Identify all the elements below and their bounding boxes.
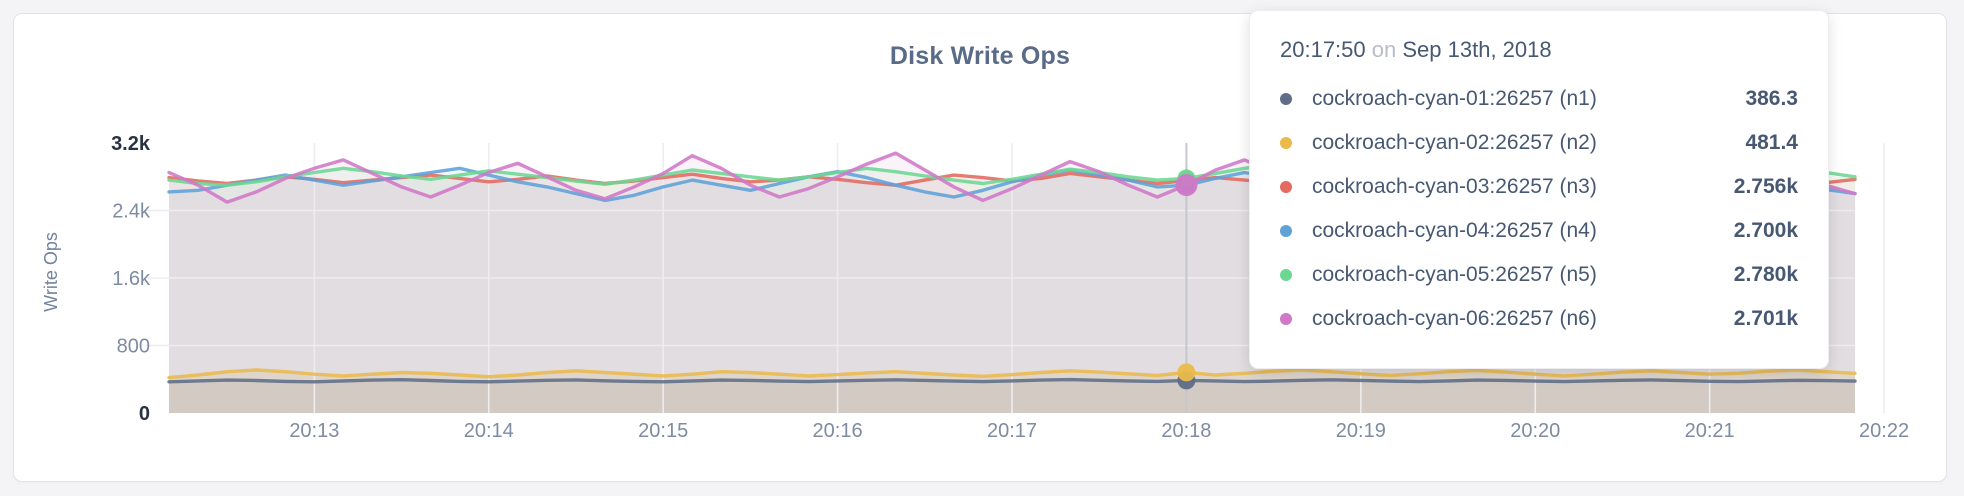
series-value: 2.780k xyxy=(1733,263,1798,286)
series-color-dot xyxy=(1280,137,1292,149)
tooltip-header: 20:17:50 on Sep 13th, 2018 xyxy=(1280,35,1798,65)
svg-text:20:21: 20:21 xyxy=(1685,420,1735,442)
y-axis-label: Write Ops xyxy=(41,232,61,312)
chart-title: Disk Write Ops xyxy=(889,42,1071,70)
y-axis-tick-labels: 0 800 1.6k 2.4k 3.2k xyxy=(111,133,151,425)
svg-text:3.2k: 3.2k xyxy=(111,133,151,155)
series-name: cockroach-cyan-04:26257 (n4) xyxy=(1312,219,1597,242)
hover-dots xyxy=(1175,169,1198,390)
series-value: 2.701k xyxy=(1733,307,1798,330)
tooltip-on-word: on xyxy=(1371,37,1397,62)
series-color-dot xyxy=(1280,225,1292,237)
tooltip-row: cockroach-cyan-06:26257 (n6) 2.701k xyxy=(1280,297,1798,341)
series-color-dot xyxy=(1280,313,1292,325)
svg-text:800: 800 xyxy=(117,336,150,358)
series-value: 2.756k xyxy=(1733,175,1798,198)
svg-text:20:19: 20:19 xyxy=(1336,420,1386,442)
series-name: cockroach-cyan-05:26257 (n5) xyxy=(1312,263,1597,286)
series-color-dot xyxy=(1280,269,1292,281)
svg-text:20:15: 20:15 xyxy=(638,420,688,442)
series-value: 2.700k xyxy=(1733,219,1798,242)
svg-text:0: 0 xyxy=(139,403,150,425)
svg-text:20:17: 20:17 xyxy=(987,420,1037,442)
tooltip-row: cockroach-cyan-03:26257 (n3) 2.756k xyxy=(1280,165,1798,209)
series-name: cockroach-cyan-03:26257 (n3) xyxy=(1312,175,1597,198)
tooltip-row: cockroach-cyan-05:26257 (n5) 2.780k xyxy=(1280,253,1798,297)
tooltip-row: cockroach-cyan-01:26257 (n1) 386.3 xyxy=(1280,77,1798,121)
svg-text:20:18: 20:18 xyxy=(1161,420,1211,442)
svg-text:20:20: 20:20 xyxy=(1510,420,1560,442)
series-color-dot xyxy=(1280,181,1292,193)
svg-text:20:14: 20:14 xyxy=(464,420,514,442)
svg-text:20:13: 20:13 xyxy=(289,420,339,442)
x-axis-tick-labels: 20:13 20:14 20:15 20:16 20:17 20:18 20:19 20:20… xyxy=(289,420,1909,442)
hover-tooltip: 20:17:50 on Sep 13th, 2018 cockroach-cya… xyxy=(1249,10,1829,369)
tooltip-row: cockroach-cyan-02:26257 (n2) 481.4 xyxy=(1280,121,1798,165)
tooltip-series-list: cockroach-cyan-01:26257 (n1) 386.3 cockroa… xyxy=(1280,77,1798,341)
series-name: cockroach-cyan-01:26257 (n1) xyxy=(1312,87,1597,110)
svg-text:20:16: 20:16 xyxy=(813,420,863,442)
series-name: cockroach-cyan-02:26257 (n2) xyxy=(1312,131,1597,154)
series-color-dot xyxy=(1280,93,1292,105)
tooltip-row: cockroach-cyan-04:26257 (n4) 2.700k xyxy=(1280,209,1798,253)
series-value: 386.3 xyxy=(1745,87,1798,110)
series-name: cockroach-cyan-06:26257 (n6) xyxy=(1312,307,1597,330)
series-value: 481.4 xyxy=(1745,131,1798,154)
svg-text:2.4k: 2.4k xyxy=(112,201,151,223)
svg-text:20:22: 20:22 xyxy=(1859,420,1909,442)
tooltip-time: 20:17:50 xyxy=(1280,37,1366,62)
svg-text:1.6k: 1.6k xyxy=(112,268,151,290)
tooltip-date: Sep 13th, 2018 xyxy=(1402,37,1552,62)
